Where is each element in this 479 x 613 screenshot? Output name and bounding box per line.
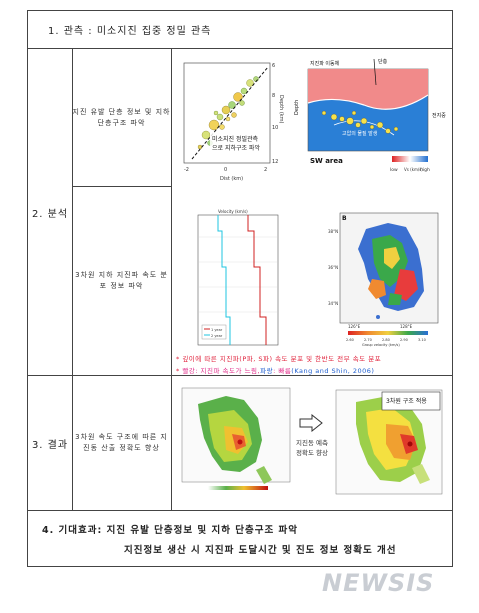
legend-low: low: [390, 167, 398, 173]
x-tick-0: -2: [184, 167, 189, 173]
result-arrow: [299, 414, 323, 432]
scatter-points: [197, 76, 259, 150]
ground-motion-map-before: [181, 387, 291, 490]
map-lat-tick-1: 36°N: [328, 265, 338, 270]
epicenter-before: [237, 439, 243, 445]
analysis-note-2: * 빨강: 지진파 속도가 느림,파랑: 빠름(Kang and Shin, 2…: [176, 365, 374, 375]
profile-legend-2: 2 year: [211, 334, 223, 338]
header-title: 1. 관측 : 미소지진 집중 정밀 관측: [48, 26, 212, 37]
map-lat-tick-2: 34°N: [328, 301, 338, 306]
analysis-label: 2. 분석: [28, 49, 73, 375]
y-tick-2: 10: [272, 125, 278, 131]
epicenter-after: [407, 441, 413, 447]
header-row: 1. 관측 : 미소지진 집중 정밀 관측: [28, 11, 452, 49]
scatter-annotation-line1: 미소지진 정밀관측: [212, 135, 259, 143]
result-sub-label: 3차원 속도 구조에 따른 지진동 산출 정확도 향상: [72, 376, 172, 510]
cb-tick-2: 2.80: [382, 338, 390, 342]
inner-label: 고압의 물질 발생: [342, 130, 378, 137]
result-arrow-label: 지진동 예측 정확도 향상: [296, 439, 328, 457]
seismicity-scatter-plot: 미소지진 정밀관측 으로 지하구조 파악 -2 0 2 6 8 10 12 Di…: [183, 62, 284, 182]
cross-section-events: [321, 110, 399, 134]
fault-label: 단층: [378, 58, 388, 65]
velocity-depth-profile: Velocity (km/s) 1 year 2 year: [197, 209, 279, 346]
map-lat-tick-0: 38°N: [328, 229, 338, 234]
cb-tick-0: 2.60: [346, 338, 354, 342]
map-panel-label: B: [342, 215, 347, 222]
result-section: 3. 결과 3차원 속도 구조에 따른 지진동 산출 정확도 향상: [28, 376, 452, 511]
profile-title: Velocity (km/s): [218, 209, 248, 214]
depth-label: Depth: [294, 100, 300, 115]
x-tick-1: 0: [224, 167, 227, 173]
footer-row: 4. 기대효과: 지진 유발 단층정보 및 지하 단층구조 파악 지진정보 생산…: [28, 511, 452, 568]
right-label: 전지중: [432, 112, 446, 119]
newsis-watermark: NEWSIS: [322, 569, 435, 597]
cb-tick-3: 2.90: [400, 338, 408, 342]
profile-line-p: [247, 215, 267, 345]
profile-line-s: [217, 215, 231, 345]
y-tick-3: 12: [272, 159, 278, 165]
note2-blue-label: 파랑: [260, 367, 274, 375]
y-axis-label: Depth (km): [278, 95, 284, 124]
x-tick-2: 2: [264, 167, 267, 173]
analysis-sub2-text: 3차원 지하 지진파 속도 분포 정보 파악: [75, 271, 168, 290]
velocity-tomography-map: B 38°N 36°N 34°N 126°E 128°E 2.60 2.7: [328, 212, 439, 347]
result-sub-text: 3차원 속도 구조에 따른 지진동 산출 정확도 향상: [75, 433, 168, 452]
document-frame: 1. 관측 : 미소지진 집중 정밀 관측 2. 분석 지진 유발 단층 정보 …: [27, 10, 453, 567]
analysis-sub2-label: 3차원 지하 지진파 속도 분포 정보 파악: [72, 187, 172, 376]
note2-end: : 빠름: [273, 367, 292, 375]
legend-unit: Vs (km/s): [404, 167, 423, 172]
legend-high: high: [420, 167, 430, 173]
ground-motion-map-after: 3차원 구조 적용: [335, 389, 443, 495]
footer-line-1: 4. 기대효과: 지진 유발 단층정보 및 지하 단층구조 파악: [42, 525, 299, 536]
analysis-sub1-text: 지진 유발 단층 정보 및 지하 단층구조 파악: [72, 107, 171, 127]
note2-prefix: *: [176, 367, 183, 375]
after-map-annotation: 3차원 구조 적용: [386, 397, 427, 405]
profile-legend-1: 1 year: [211, 328, 223, 332]
map-lon-tick-1: 128°E: [400, 324, 413, 329]
footer-line-2: 지진정보 생산 시 지진파 도달시간 및 진도 정보 정확도 개선: [124, 545, 397, 556]
scatter-annotation-line2: 으로 지하구조 파악: [212, 144, 260, 152]
cb-tick-1: 2.70: [364, 338, 372, 342]
map-lon-tick-0: 126°E: [348, 324, 361, 329]
y-tick-1: 8: [272, 93, 275, 99]
y-tick-0: 6: [272, 63, 275, 69]
velocity-cross-section: 단층 지진파 이동체 고압의 물질 발생 Depth 전지중 SW area l…: [294, 58, 446, 173]
analysis-section: 2. 분석 지진 유발 단층 정보 및 지하 단층구조 파악 3차원 지하 지진…: [28, 49, 452, 376]
note2-middle: : 지진파 속도가 느림,: [195, 367, 261, 375]
result-label: 3. 결과: [28, 376, 73, 510]
analysis-note-1: * 깊이에 따른 지진파(P파, S파) 속도 분포 및 한반도 전부 속도 분…: [176, 355, 382, 363]
surface-label: 지진파 이동체: [310, 60, 340, 67]
note2-cite: (Kang and Shin, 2006): [291, 367, 375, 375]
x-axis-label: Dist (km): [220, 176, 243, 182]
note2-red-label: 빨강: [182, 367, 196, 375]
bottom-label: SW area: [310, 157, 343, 165]
analysis-sub1-label: 지진 유발 단층 정보 및 지하 단층구조 파악: [72, 49, 172, 187]
colorbar-label: Group velocity (km/s): [362, 343, 400, 347]
cb-tick-4: 3.10: [418, 338, 426, 342]
